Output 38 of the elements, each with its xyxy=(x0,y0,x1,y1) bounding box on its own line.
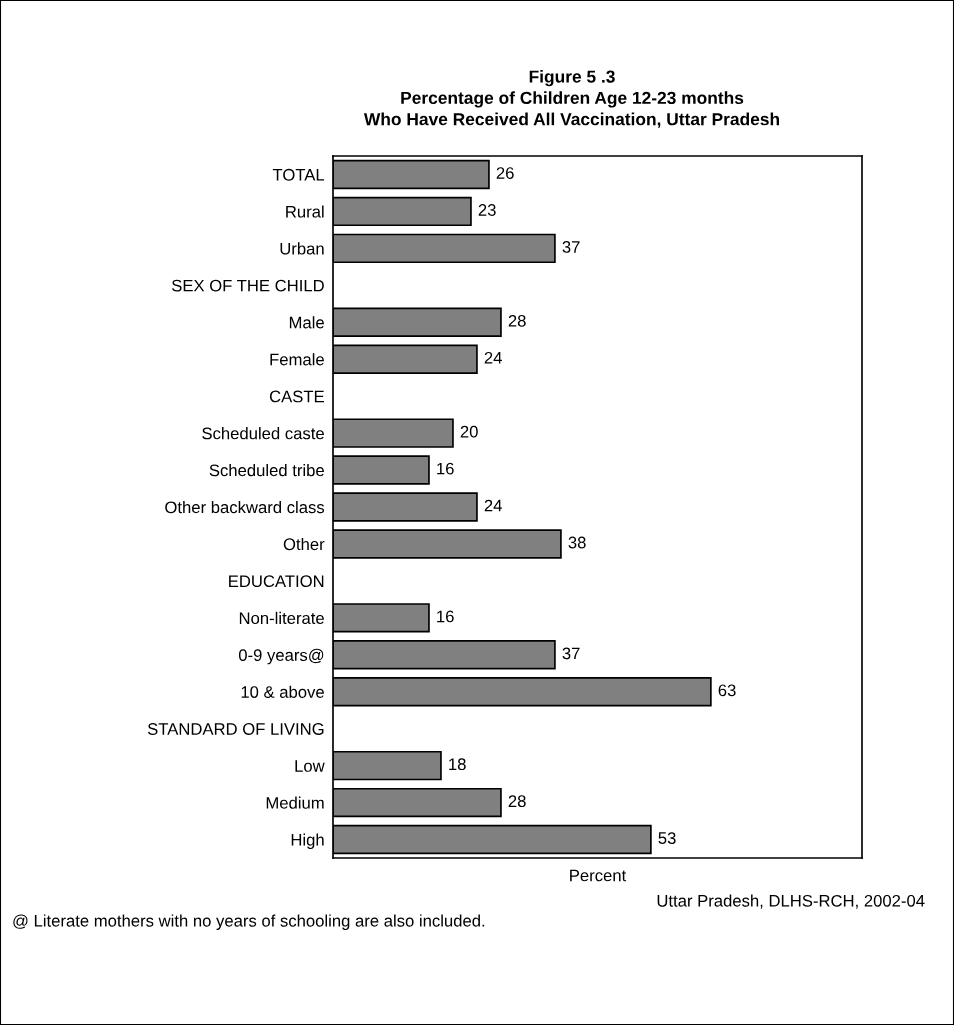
data-label: 28 xyxy=(508,795,526,808)
data-label: 37 xyxy=(562,647,580,660)
y-tick-label: Male xyxy=(289,316,324,329)
data-label: 63 xyxy=(718,684,736,697)
y-tick-label: Urban xyxy=(280,242,324,255)
y-tick-label: CASTE xyxy=(269,390,324,403)
data-label: 28 xyxy=(508,314,526,327)
data-label: 37 xyxy=(562,241,580,253)
y-tick-label: Medium xyxy=(266,796,324,809)
y-tick-label: Scheduled tribe xyxy=(209,464,324,477)
y-tick-label: STANDARD OF LIVING xyxy=(147,723,324,735)
y-tick-label: Scheduled caste xyxy=(202,427,324,440)
data-label: 26 xyxy=(496,167,514,179)
y-tick-label: SEX OF THE CHILD xyxy=(171,279,324,292)
x-axis-title: Percent xyxy=(570,869,627,882)
data-label: 18 xyxy=(449,758,466,771)
y-tick-label: Other xyxy=(283,537,325,551)
data-label: 23 xyxy=(478,204,496,216)
y-tick-label: High xyxy=(291,833,324,850)
y-tick-label: 0-9 years@ xyxy=(238,648,324,665)
y-tick-label: Rural xyxy=(286,205,324,218)
data-label: 53 xyxy=(658,832,676,844)
chart-title: Figure 5 .3 Percentage of Children Age 12-23 months Who Have Received All Vaccination, Uttar Pradesh xyxy=(363,70,780,128)
data-label: 16 xyxy=(437,610,454,623)
y-tick-label: TOTAL xyxy=(272,168,325,181)
data-label: 24 xyxy=(484,499,502,512)
y-tick-label: Female xyxy=(270,353,324,366)
y-tick-label: Non-literate xyxy=(239,611,324,625)
data-label: 24 xyxy=(484,351,502,364)
data-label: 20 xyxy=(460,425,478,438)
data-label: 16 xyxy=(437,462,454,475)
text: @ Literate mothers with no years of schooling are also included. xyxy=(13,914,485,930)
y-tick-label: Other backward class xyxy=(165,500,325,514)
data-label: 38 xyxy=(568,536,586,549)
y-tick-label: EDUCATION xyxy=(229,575,324,588)
text: Uttar Pradesh, DLHS-RCH, 2002-04 xyxy=(657,894,925,909)
y-tick-label: Low xyxy=(295,760,325,772)
y-tick-label: 10 & above xyxy=(241,685,324,698)
